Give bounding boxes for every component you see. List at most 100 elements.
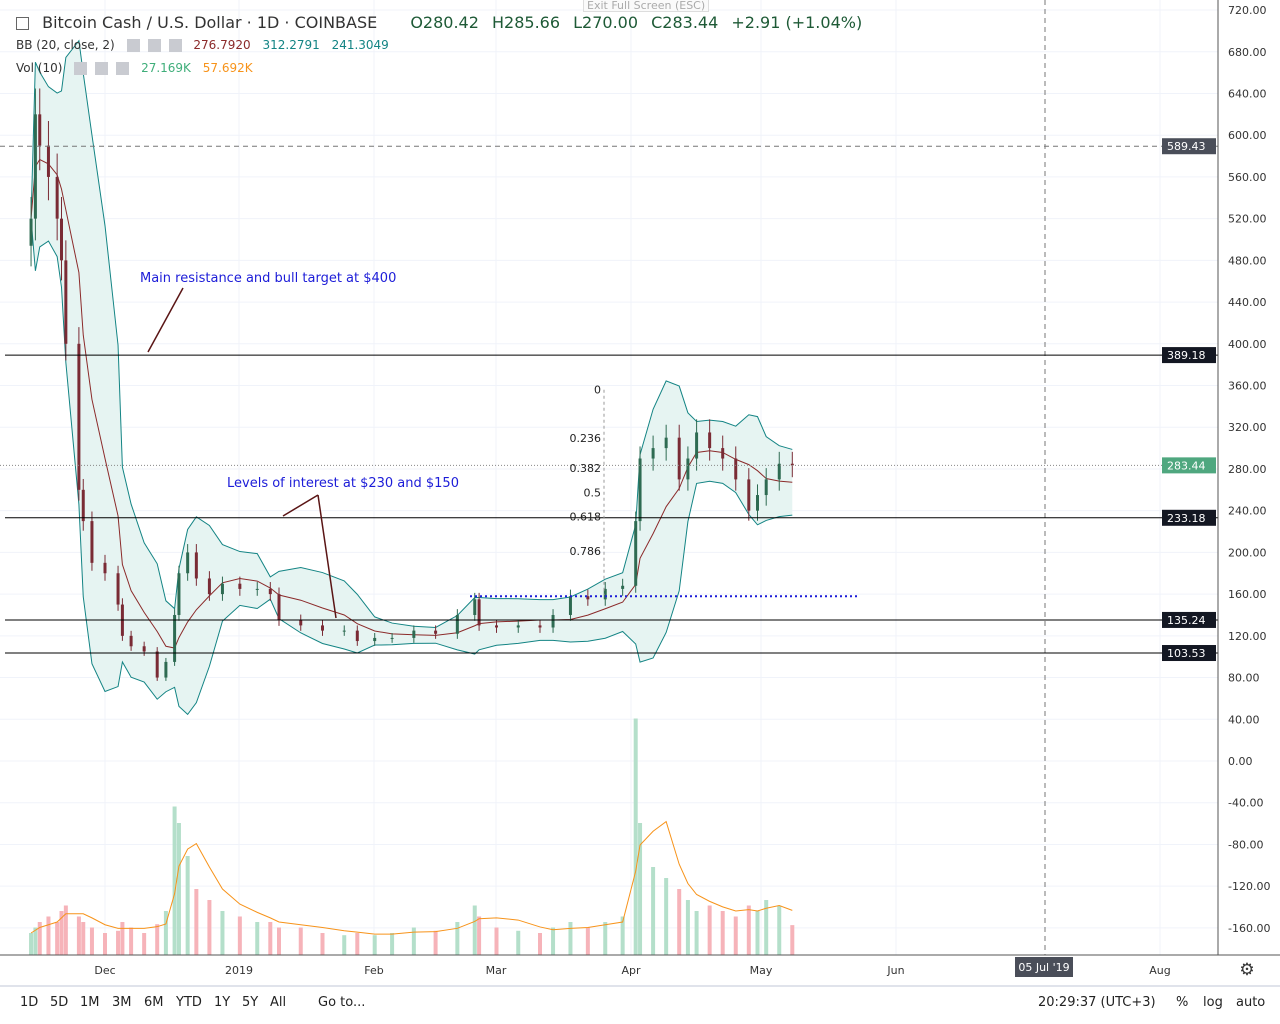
range-5y[interactable]: 5Y (242, 995, 259, 1010)
volume-bar (746, 905, 751, 955)
volume-bar (268, 922, 273, 955)
exit-fullscreen-tooltip[interactable]: Exit Full Screen (ESC) (583, 0, 710, 12)
gear-icon[interactable] (95, 62, 109, 75)
volume-bar (390, 933, 395, 955)
fib-level-label: 0.5 (584, 486, 602, 499)
volume-bar (103, 933, 107, 955)
settings-icon[interactable]: ⚙ (1239, 960, 1254, 980)
annotation-resistance[interactable]: Main resistance and bull target at $400 (140, 271, 396, 286)
price-label: 103.53 (1167, 647, 1206, 660)
clock[interactable]: 20:29:37 (UTC+3) (1038, 995, 1156, 1010)
bb-label[interactable]: BB (20, close, 2) (16, 38, 115, 52)
ohlc-low: L270.00 (573, 13, 639, 32)
goto-button[interactable]: Go to... (318, 995, 366, 1010)
range-5d[interactable]: 5D (50, 995, 69, 1010)
volume-bar (163, 911, 168, 955)
volume-bar (33, 927, 38, 955)
symbol-title[interactable]: Bitcoin Cash / U.S. Dollar · 1D · COINBA… (42, 13, 378, 32)
annotation-levels[interactable]: Levels of interest at $230 and $150 (227, 476, 459, 491)
price-tick-label: 320.00 (1228, 421, 1267, 434)
ohlc-high: H285.66 (492, 13, 561, 32)
candle-body (734, 458, 738, 480)
arrow-resistance (147, 287, 184, 353)
candle-body (142, 646, 146, 652)
volume-bar (755, 911, 760, 955)
vol-ma-value: 57.692K (202, 61, 253, 75)
time-tick-label: Mar (486, 964, 507, 977)
time-tick-label: Dec (94, 964, 115, 977)
vol-label[interactable]: Vol (10) (16, 61, 63, 75)
volume-bar (37, 922, 42, 955)
volume-bar (620, 916, 625, 955)
candle-body (186, 552, 190, 574)
volume-bar (677, 889, 682, 955)
price-tick-label: -80.00 (1228, 838, 1263, 851)
fib-level-label: 0.236 (570, 432, 602, 445)
range-1m[interactable]: 1M (80, 995, 100, 1010)
ohlc-change: +2.91 (+1.04%) (731, 13, 863, 32)
range-1d[interactable]: 1D (20, 995, 39, 1010)
price-label-bg (1162, 509, 1216, 526)
price-label-bg (1162, 645, 1216, 662)
candle-body (664, 437, 668, 449)
range-ytd[interactable]: YTD (176, 995, 202, 1010)
volume-bar (342, 935, 347, 955)
close-icon[interactable] (168, 39, 182, 52)
collapse-icon[interactable] (16, 17, 29, 30)
candle-body (268, 588, 272, 595)
arrow-levels-2 (317, 494, 337, 619)
range-6m[interactable]: 6M (144, 995, 164, 1010)
price-chart[interactable]: 0 0.236 0.382 0.5 0.618 0.786 Main resistance… (0, 0, 1280, 985)
volume-bar (411, 927, 416, 955)
log-toggle[interactable]: log (1203, 995, 1223, 1010)
candle-body (621, 585, 625, 589)
candles (29, 88, 794, 681)
arrow-levels-1 (282, 494, 319, 517)
price-tick-label: 120.00 (1228, 630, 1267, 643)
fib-level-label: 0.618 (570, 511, 602, 524)
candle-body (38, 114, 42, 146)
candle-body (634, 521, 638, 586)
fibonacci-retracement[interactable]: 0 0.236 0.382 0.5 0.618 0.786 (570, 384, 605, 596)
price-tick-label: 560.00 (1228, 171, 1267, 184)
gear-icon[interactable] (147, 39, 161, 52)
candle-body (764, 479, 768, 496)
volume-bar (790, 925, 795, 955)
range-all[interactable]: All (270, 995, 287, 1010)
range-3m[interactable]: 3M (112, 995, 132, 1010)
price-axis[interactable]: 720.00 680.00 640.00 600.00 560.00 520.00 480.… (1162, 0, 1280, 985)
volume-bar (777, 905, 782, 955)
candle-body (55, 176, 59, 219)
volume-bar (81, 922, 86, 955)
volume-bar (255, 922, 260, 955)
candle-body (238, 583, 242, 589)
volume-bar (664, 878, 669, 955)
candle-body (790, 463, 794, 466)
range-1y[interactable]: 1Y (214, 995, 231, 1010)
candle-body (390, 637, 394, 639)
vol-legend: Vol (10) 27.169K 57.692K (16, 61, 261, 75)
auto-toggle[interactable]: auto (1236, 995, 1266, 1010)
volume-bar (63, 905, 68, 955)
candle-body (495, 625, 498, 628)
volume-bar (220, 911, 225, 955)
percent-toggle[interactable]: % (1176, 995, 1189, 1010)
time-axis[interactable]: Dec 2019 Feb Mar Apr May Jun Aug 05 Jul '19 ⚙ (0, 954, 1280, 985)
price-tick-label: 720.00 (1228, 4, 1267, 17)
volume-bar (585, 927, 590, 955)
close-icon[interactable] (116, 62, 130, 75)
time-tick-label: Jun (886, 964, 904, 977)
eye-icon[interactable] (74, 62, 88, 75)
volume-ma-line (30, 820, 793, 935)
crosshair-date-label: 05 Jul '19 (1018, 961, 1069, 974)
volume-bar (633, 718, 638, 955)
annotations[interactable]: Main resistance and bull target at $400 … (140, 271, 459, 619)
candle-body (129, 635, 133, 647)
volume-bar (538, 933, 542, 955)
volume-bar (551, 927, 556, 955)
eye-icon[interactable] (126, 39, 140, 52)
candle-body (60, 218, 63, 261)
horizontal-levels[interactable] (0, 145, 1218, 654)
candle-body (255, 588, 259, 590)
price-tick-label: 680.00 (1228, 46, 1267, 59)
